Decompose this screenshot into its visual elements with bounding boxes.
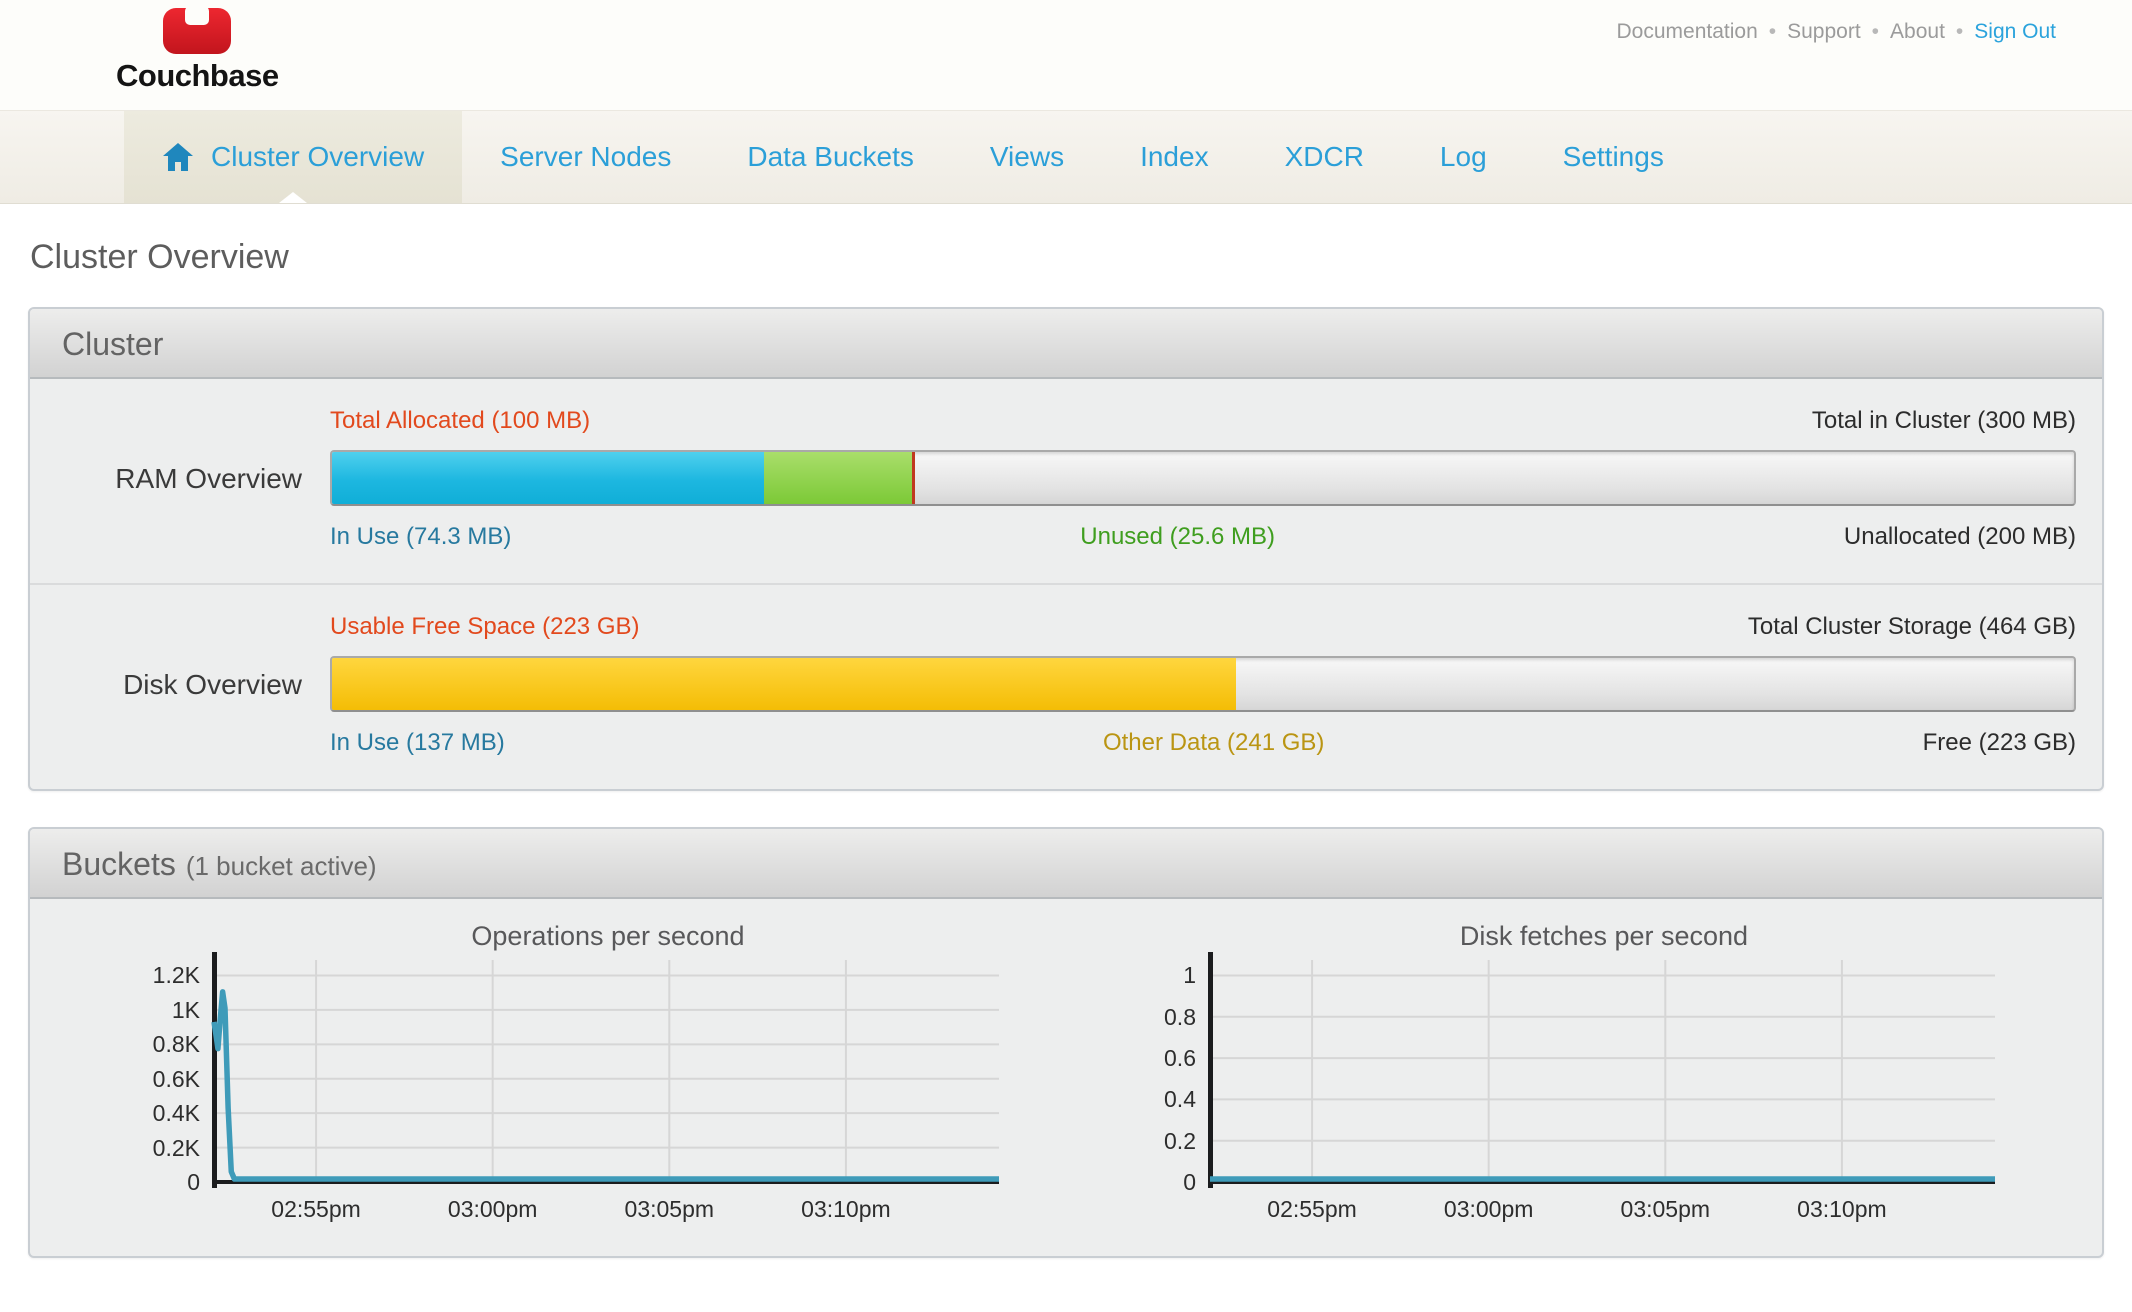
- link-sign-out[interactable]: Sign Out: [1974, 20, 2056, 43]
- tab-xdcr[interactable]: XDCR: [1247, 111, 1402, 203]
- link-separator: •: [1871, 20, 1880, 43]
- chart-title: Operations per second: [471, 921, 745, 951]
- top-header: Couchbase Documentation • Support • About • Si…: [0, 0, 2132, 110]
- tab-label: Index: [1140, 141, 1209, 172]
- logo-text: Couchbase: [116, 58, 279, 93]
- link-separator: •: [1955, 20, 1964, 43]
- y-tick-label: 0.4K: [152, 1100, 200, 1127]
- tab-settings[interactable]: Settings: [1525, 111, 1702, 203]
- ram-overview-row: RAM Overview Total Allocated (100 MB) To…: [30, 379, 2102, 583]
- tab-label: Views: [989, 141, 1065, 172]
- ram-unused-segment: [764, 452, 913, 504]
- buckets-panel-header: Buckets (1 bucket active): [30, 829, 2102, 899]
- buckets-panel-subtitle: (1 bucket active): [185, 851, 377, 881]
- link-separator: •: [1768, 20, 1777, 43]
- tab-label: Settings: [1562, 141, 1664, 172]
- chart-title: Disk fetches per second: [1459, 921, 1749, 951]
- disk-total-storage-label: Total Cluster Storage (464 GB): [1747, 613, 2076, 640]
- top-links: Documentation • Support • About • Sign Out: [1617, 20, 2057, 44]
- disk-overview-row: Disk Overview Usable Free Space (223 GB)…: [30, 583, 2102, 789]
- tab-cluster-overview[interactable]: Cluster Overview: [124, 111, 463, 203]
- y-tick-label: 1K: [171, 996, 200, 1023]
- y-tick-label: 0: [1183, 1169, 1196, 1195]
- cluster-panel-title: Cluster: [62, 326, 164, 362]
- x-tick-label: 02:55pm: [271, 1196, 361, 1222]
- y-tick-label: 1.2K: [152, 962, 200, 989]
- ram-in-use-segment: [332, 452, 765, 504]
- disk-usage-bar: [330, 656, 2076, 712]
- ram-unallocated-label: Unallocated (200 MB): [1843, 523, 2077, 550]
- tab-log[interactable]: Log: [1402, 111, 1525, 203]
- disk-fetches-per-second-chart: Disk fetches per second 1 0.8 0.6 0.4 0.2 0 02…: [1130, 921, 1998, 1226]
- tab-label: Server Nodes: [500, 141, 672, 172]
- tab-label: Data Buckets: [747, 141, 914, 172]
- x-tick-label: 03:05pm: [1620, 1196, 1711, 1222]
- y-tick-label: 0: [187, 1169, 200, 1195]
- disk-fetches-chart-plot: 1 0.8 0.6 0.4 0.2 0 02:55pm 03:00pm 03:05pm 03:10…: [1130, 952, 1998, 1226]
- buckets-charts-row: Operations per second 1.2K 1K 0.8K 0.6K 0.4K…: [30, 899, 2102, 1256]
- tab-label: XDCR: [1284, 141, 1364, 172]
- buckets-panel: Buckets (1 bucket active) Operations per …: [28, 827, 2104, 1258]
- operations-per-second-chart: Operations per second 1.2K 1K 0.8K 0.6K 0.4K…: [134, 921, 1002, 1226]
- y-tick-label: 0.2: [1164, 1127, 1196, 1154]
- link-documentation[interactable]: Documentation: [1616, 20, 1758, 43]
- disk-used-segment: [332, 658, 1237, 710]
- cluster-panel-header: Cluster: [30, 309, 2102, 379]
- active-tab-notch: [279, 192, 308, 203]
- couchbase-logo-icon: [163, 6, 232, 54]
- couchbase-logo: Couchbase: [116, 6, 279, 94]
- y-tick-label: 0.4: [1164, 1086, 1196, 1113]
- x-tick-label: 03:10pm: [801, 1196, 891, 1222]
- ram-total-allocated-label: Total Allocated (100 MB): [330, 407, 591, 434]
- ram-usage-bar: [330, 450, 2076, 506]
- disk-overview-label: Disk Overview: [123, 669, 302, 700]
- y-tick-label: 0.8: [1164, 1003, 1196, 1030]
- tab-label: Log: [1439, 141, 1487, 172]
- cluster-panel: Cluster RAM Overview Total Allocated (10…: [28, 307, 2104, 791]
- x-tick-label: 02:55pm: [1267, 1196, 1357, 1222]
- y-tick-label: 1: [1183, 962, 1196, 989]
- y-tick-label: 0.6: [1164, 1045, 1196, 1072]
- disk-in-use-label: In Use (137 MB): [330, 729, 505, 756]
- home-icon: [162, 142, 194, 172]
- disk-free-label: Free (223 GB): [1922, 729, 2076, 756]
- y-tick-label: 0.2K: [152, 1134, 200, 1161]
- y-tick-label: 0.6K: [152, 1065, 200, 1092]
- ram-in-use-label: In Use (74.3 MB): [330, 523, 512, 550]
- operations-chart-plot: 1.2K 1K 0.8K 0.6K 0.4K 0.2K 0 02:55pm 03:00pm 03:…: [134, 952, 1002, 1226]
- link-about[interactable]: About: [1890, 20, 1945, 43]
- ram-allocated-marker: [911, 452, 915, 504]
- ram-total-in-cluster-label: Total in Cluster (300 MB): [1811, 407, 2076, 434]
- tab-index[interactable]: Index: [1102, 111, 1247, 203]
- ram-overview-label: RAM Overview: [115, 463, 302, 494]
- y-tick-label: 0.8K: [152, 1031, 200, 1058]
- x-tick-label: 03:00pm: [447, 1196, 538, 1222]
- tab-views[interactable]: Views: [952, 111, 1102, 203]
- content: Cluster Overview Cluster RAM Overview To…: [0, 238, 2132, 1258]
- buckets-panel-title: Buckets: [62, 846, 176, 882]
- ram-unused-label: Unused (25.6 MB): [1080, 523, 1276, 550]
- x-tick-label: 03:10pm: [1797, 1196, 1887, 1222]
- disk-usable-free-label: Usable Free Space (223 GB): [330, 613, 640, 640]
- tab-label: Cluster Overview: [211, 141, 425, 172]
- tab-data-buckets[interactable]: Data Buckets: [709, 111, 952, 203]
- disk-other-data-label: Other Data (241 GB): [1102, 729, 1325, 756]
- x-tick-label: 03:05pm: [624, 1196, 715, 1222]
- link-support[interactable]: Support: [1787, 20, 1861, 43]
- tab-server-nodes[interactable]: Server Nodes: [462, 111, 709, 203]
- x-tick-label: 03:00pm: [1443, 1196, 1534, 1222]
- page-title: Cluster Overview: [30, 238, 289, 276]
- main-nav: Cluster Overview Server Nodes Data Bucke…: [0, 110, 2132, 204]
